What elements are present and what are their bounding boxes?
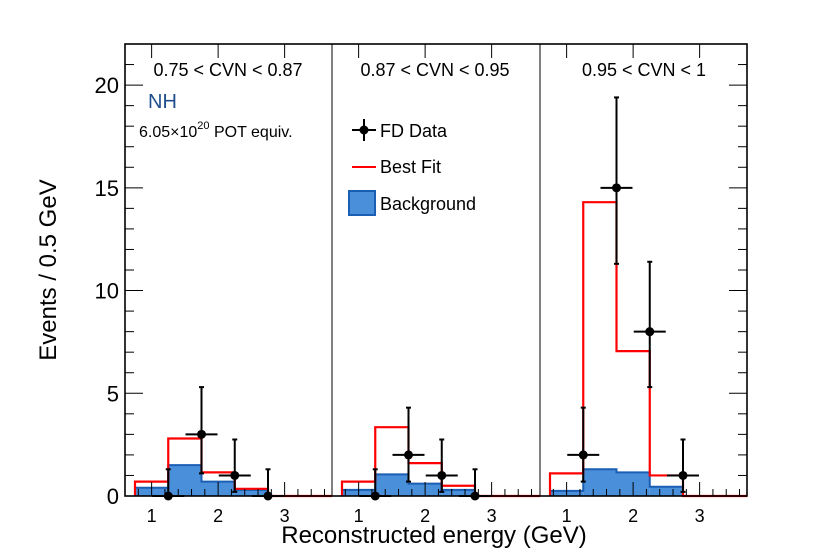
y-tick-label: 20 <box>95 73 119 98</box>
data-point <box>567 406 600 483</box>
legend-item-best-fit: Best Fit <box>352 157 441 177</box>
data-marker <box>645 327 655 337</box>
x-tick-label: 2 <box>213 506 223 526</box>
x-tick-label: 1 <box>354 506 364 526</box>
data-point <box>600 96 633 265</box>
panel-label-3: 0.95 < CVN < 1 <box>582 60 706 80</box>
legend: FD Data Best Fit Background <box>348 119 476 216</box>
background-bar <box>375 474 409 496</box>
x-tick-label: 2 <box>628 506 638 526</box>
legend-label-best-fit: Best Fit <box>380 157 441 177</box>
data-points <box>152 96 699 501</box>
y-axis: 0 5 10 15 20 <box>95 64 747 509</box>
mass-hierarchy-label: NH <box>148 91 177 113</box>
legend-item-background: Background <box>348 190 476 216</box>
data-marker <box>612 183 621 193</box>
data-point <box>218 438 251 493</box>
data-point <box>185 386 218 475</box>
legend-label-fd-data: FD Data <box>380 121 448 141</box>
plot-border <box>124 43 748 497</box>
x-axis: 1 2 3 1 2 3 1 2 3 <box>137 44 741 526</box>
data-marker <box>437 470 447 480</box>
data-point <box>633 260 666 389</box>
background-bar <box>234 489 268 496</box>
background-bar <box>583 469 617 496</box>
y-tick-label: 10 <box>95 279 119 304</box>
panel-label-2: 0.87 < CVN < 0.95 <box>360 60 509 80</box>
y-tick-label: 15 <box>95 176 119 201</box>
data-point <box>392 406 425 483</box>
panel-labels: 0.75 < CVN < 0.87 0.87 < CVN < 0.95 0.95… <box>153 60 706 80</box>
data-marker <box>678 470 688 480</box>
x-tick-label: 1 <box>562 506 572 526</box>
pot-prefix: 6.05×10 <box>139 124 197 141</box>
pot-exponent: 20 <box>197 120 209 132</box>
pot-suffix: POT equiv. <box>210 124 293 141</box>
best-fit-line <box>548 201 747 498</box>
y-tick-label: 0 <box>107 484 119 509</box>
x-tick-label: 2 <box>420 506 430 526</box>
plot-frame <box>124 43 748 497</box>
y-axis-title: Events / 0.5 GeV <box>35 179 62 360</box>
background-bar <box>441 489 475 496</box>
panel-label-1: 0.75 < CVN < 0.87 <box>153 60 302 80</box>
data-marker <box>578 450 588 460</box>
legend-label-background: Background <box>380 194 476 214</box>
x-tick-label: 1 <box>147 506 157 526</box>
data-marker <box>197 429 206 439</box>
pot-label: 6.05×1020 POT equiv. <box>139 120 293 141</box>
background-bar <box>649 486 683 496</box>
x-tick-label: 3 <box>695 506 705 526</box>
data-marker <box>404 450 413 460</box>
legend-item-fd-data: FD Data <box>352 119 448 141</box>
data-marker <box>230 470 240 480</box>
x-tick-label: 3 <box>280 506 290 526</box>
background-bar <box>168 465 202 496</box>
y-tick-label: 5 <box>107 381 119 406</box>
data-point <box>425 438 458 493</box>
x-tick-label: 3 <box>487 506 497 526</box>
data-point <box>667 438 699 493</box>
x-axis-title: Reconstructed energy (GeV) <box>281 522 586 549</box>
